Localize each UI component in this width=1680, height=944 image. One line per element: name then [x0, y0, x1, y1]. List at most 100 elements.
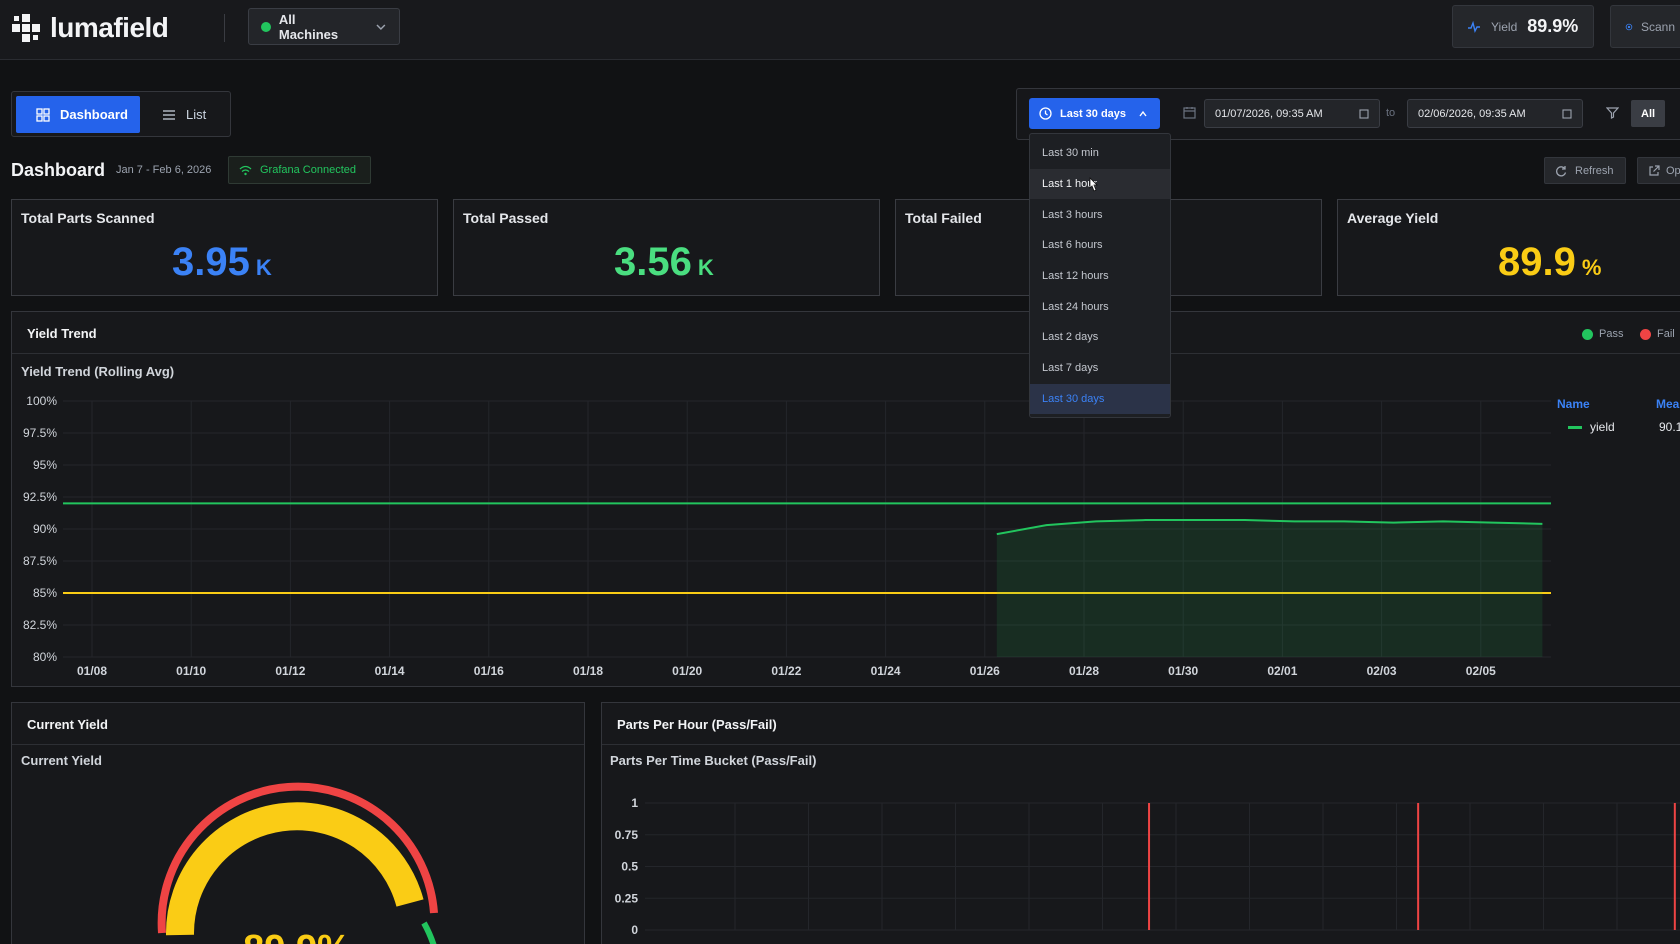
- x-tick-label: 01/14: [375, 664, 405, 678]
- panel-title: Current Yield: [27, 717, 108, 732]
- time-range-option[interactable]: Last 30 days: [1030, 383, 1170, 415]
- end-date-input[interactable]: 02/06/2026, 09:35 AM: [1407, 99, 1583, 128]
- chevron-up-icon: [1139, 110, 1147, 116]
- logo-text: lumafield: [50, 12, 169, 43]
- series-swatch: [1568, 425, 1582, 429]
- machine-selector[interactable]: All Machines: [248, 8, 400, 45]
- x-tick-label: 02/01: [1267, 664, 1297, 678]
- stat-card-unit: %: [1581, 255, 1602, 280]
- x-tick-label: 01/26: [970, 664, 1000, 678]
- grafana-status-text: Grafana Connected: [260, 164, 357, 176]
- yield-indicator-label: Yield: [1491, 19, 1518, 34]
- legend-table-name-header[interactable]: Name: [1557, 397, 1590, 411]
- top-bar: lumafield All Machines Yield 89.9% Scann: [0, 0, 1680, 60]
- chart-title: Yield Trend (Rolling Avg): [21, 364, 175, 379]
- y-tick-label: 0.5: [621, 860, 638, 874]
- x-tick-label: 01/10: [176, 664, 206, 678]
- stat-card-title: Total Parts Scanned: [21, 210, 155, 226]
- panel-header: Current Yield: [12, 703, 584, 745]
- legend-fail: Fail: [1640, 328, 1675, 340]
- page-title: Dashboard: [11, 160, 106, 180]
- panel-header: Parts Per Hour (Pass/Fail): [602, 703, 1680, 745]
- stat-card-number: 3.95: [172, 240, 250, 284]
- list-view-label: List: [186, 107, 207, 122]
- stat-card-number: 89.9: [1498, 240, 1576, 284]
- time-range-selected-label: Last 30 days: [1060, 107, 1127, 120]
- open-external-label: Op: [1666, 164, 1680, 177]
- x-tick-label: 01/18: [573, 664, 603, 678]
- machine-selector-label: All Machines: [278, 11, 339, 42]
- stat-card-unit: K: [697, 255, 714, 280]
- yield-indicator-value: 89.9%: [1527, 16, 1579, 36]
- stat-card-value: 3.95 K: [172, 240, 272, 285]
- gauge-outer-track: [157, 782, 438, 934]
- lumafield-logo-icon: [12, 14, 40, 42]
- x-tick-label: 01/16: [474, 664, 504, 678]
- y-tick-label: 1: [631, 796, 638, 810]
- gauge-value: 89.9%: [243, 928, 351, 944]
- scanner-indicator[interactable]: Scann: [1610, 5, 1680, 48]
- filter-icon[interactable]: [1606, 106, 1619, 119]
- external-link-icon: [1649, 164, 1660, 176]
- mouse-cursor-icon: [1089, 177, 1098, 192]
- time-range-option[interactable]: Last 3 hours: [1042, 208, 1103, 221]
- y-tick-label: 0.25: [615, 891, 639, 905]
- series-area-fill: [996, 520, 1543, 657]
- refresh-button[interactable]: Refresh: [1544, 157, 1626, 184]
- yield-trend-panel: Yield Trend Yield Trend (Rolling Avg): [11, 311, 1680, 687]
- time-range-option[interactable]: Last 2 days: [1042, 331, 1099, 344]
- dashboard-view-button[interactable]: Dashboard: [16, 96, 140, 133]
- chart-title: Current Yield: [21, 753, 102, 768]
- calendar-icon: [1183, 107, 1196, 119]
- x-tick-label: 02/05: [1466, 664, 1496, 678]
- view-toggle: Dashboard List: [11, 91, 231, 137]
- stat-card-value: 3.56 K: [614, 240, 714, 285]
- yield-gauge: 89.9%: [157, 782, 438, 944]
- scanner-indicator-label: Scann: [1640, 19, 1675, 34]
- calendar-icon: [1562, 108, 1572, 119]
- time-range-option[interactable]: Last 12 hours: [1042, 270, 1109, 283]
- legend-fail-label: Fail: [1657, 328, 1675, 340]
- open-external-button[interactable]: Op: [1637, 157, 1680, 184]
- yield-indicator[interactable]: Yield 89.9%: [1452, 5, 1594, 48]
- x-tick-label: 02/03: [1367, 664, 1397, 678]
- y-tick-label: 90%: [33, 522, 57, 536]
- time-range-option[interactable]: Last 24 hours: [1042, 300, 1109, 313]
- refresh-icon: [1556, 165, 1567, 176]
- legend-table-series[interactable]: yield: [1568, 420, 1615, 434]
- divider: [224, 14, 225, 42]
- y-tick-label: 97.5%: [23, 426, 57, 440]
- all-filter-button[interactable]: All: [1631, 100, 1666, 127]
- panel-title: Yield Trend: [27, 326, 97, 341]
- time-range-dropdown-button[interactable]: Last 30 days: [1029, 98, 1160, 129]
- list-view-button[interactable]: List: [162, 96, 206, 133]
- time-range-option[interactable]: Last 1 hour: [1030, 168, 1170, 200]
- legend-table-mean-header[interactable]: Mea: [1656, 397, 1680, 411]
- start-date-value: 01/07/2026, 09:35 AM: [1215, 107, 1323, 120]
- clock-icon: [1039, 107, 1052, 120]
- time-range-option[interactable]: Last 30 min: [1042, 147, 1099, 160]
- x-tick-label: 01/08: [77, 664, 107, 678]
- pass-dot-icon: [1582, 328, 1593, 340]
- calendar-icon: [1359, 108, 1369, 119]
- y-tick-label: 80%: [33, 650, 57, 664]
- logo[interactable]: lumafield: [10, 10, 169, 46]
- stat-card-value: 89.9%: [1498, 240, 1601, 285]
- legend-pass-label: Pass: [1599, 328, 1624, 340]
- x-tick-label: 01/28: [1069, 664, 1099, 678]
- x-tick-label: 01/22: [771, 664, 801, 678]
- series-line-yield: [996, 519, 1543, 536]
- y-tick-label: 82.5%: [23, 618, 57, 632]
- start-date-input[interactable]: 01/07/2026, 09:35 AM: [1204, 99, 1380, 128]
- stat-card-average-yield: Average Yield 89.9%: [1337, 199, 1680, 296]
- parts-per-hour-panel: Parts Per Hour (Pass/Fail) Parts Per Tim…: [601, 702, 1680, 944]
- grid-icon: [36, 107, 50, 122]
- current-yield-panel: Current Yield Current Yield 89.9%: [11, 702, 585, 944]
- stat-card-number: 3.56: [614, 240, 692, 284]
- y-tick-label: 0.75: [615, 828, 639, 842]
- time-range-option[interactable]: Last 7 days: [1042, 362, 1099, 375]
- stat-card-title: Average Yield: [1347, 210, 1439, 226]
- time-range-option[interactable]: Last 6 hours: [1042, 239, 1103, 252]
